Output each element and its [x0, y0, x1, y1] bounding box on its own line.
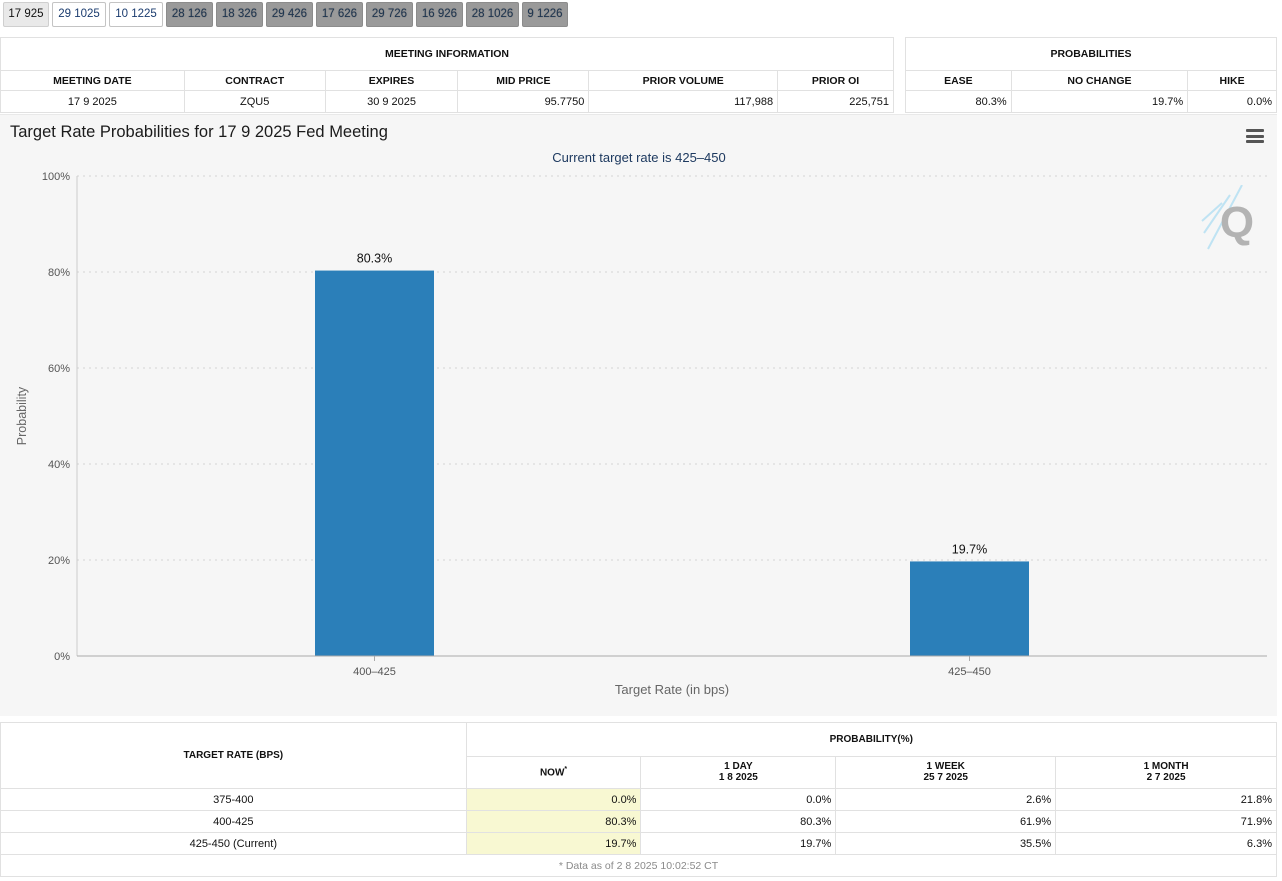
- tab-meeting-date[interactable]: 17 925: [3, 2, 49, 27]
- probability-cell: 0.0%: [640, 788, 837, 811]
- tab-meeting-date[interactable]: 29 726: [366, 2, 413, 27]
- hamburger-menu-icon[interactable]: [1246, 129, 1264, 143]
- table-row: 375-400 0.0% 0.0% 2.6% 21.8%: [0, 788, 1277, 811]
- chart-title: Target Rate Probabilities for 17 9 2025 …: [10, 123, 388, 141]
- meeting-information-title: MEETING INFORMATION: [0, 37, 894, 71]
- now-asterisk: *: [564, 766, 568, 774]
- column-header: EXPIRES: [324, 70, 459, 91]
- col-period: 1 MONTH: [1143, 761, 1189, 773]
- ease-value: 80.3%: [905, 90, 1012, 113]
- column-header: PRIOR VOLUME: [588, 70, 779, 91]
- col-date: 25 7 2025: [923, 772, 968, 784]
- meeting-date-value: 17 9 2025: [0, 90, 185, 113]
- col-period: 1 WEEK: [926, 761, 965, 773]
- probability-cell: 19.7%: [465, 832, 642, 855]
- q-logo-icon: Q: [1201, 185, 1254, 250]
- y-tick-label: 100%: [42, 171, 70, 183]
- tab-meeting-date[interactable]: 18 326: [216, 2, 263, 27]
- meeting-information-table: MEETING INFORMATION MEETING DATE CONTRAC…: [0, 37, 894, 113]
- tab-meeting-date[interactable]: 28 126: [166, 2, 213, 27]
- y-tick-label: 40%: [48, 459, 70, 471]
- col-date: 1 8 2025: [718, 772, 758, 784]
- probability-cell: 80.3%: [465, 810, 642, 833]
- probability-header: PROBABILITY(%): [465, 722, 1278, 757]
- probability-cell: 19.7%: [640, 832, 837, 855]
- probabilities-table: PROBABILITIES EASE NO CHANGE HIKE 80.3% …: [905, 37, 1277, 113]
- chart-grid: [77, 175, 1267, 561]
- chart-plot: Current target rate is 425–450 0% 20% 40% 6…: [15, 150, 1267, 697]
- target-rate-cell: 400-425: [0, 810, 467, 833]
- x-tick-label: 425–450: [948, 666, 991, 678]
- probability-cell: 0.0%: [465, 788, 642, 811]
- col-date: 2 7 2025: [1146, 772, 1186, 784]
- tab-meeting-date[interactable]: 9 1226: [522, 2, 568, 27]
- column-header-now: NOW*: [465, 755, 642, 789]
- bar-data-label: 80.3%: [357, 252, 392, 266]
- probability-cell: 21.8%: [1055, 788, 1277, 811]
- x-tick-label: 400–425: [353, 666, 396, 678]
- column-header: 1 DAY 1 8 2025: [640, 755, 837, 789]
- tab-meeting-date[interactable]: 29 1025: [52, 2, 106, 27]
- tab-meeting-date[interactable]: 29 426: [266, 2, 313, 27]
- target-rate-header: TARGET RATE (BPS): [0, 722, 467, 789]
- tab-meeting-date[interactable]: 17 626: [316, 2, 363, 27]
- table-row: 17 9 2025 ZQU5 30 9 2025 95.7750 117,988…: [0, 90, 894, 113]
- target-rate-chart: Target Rate Probabilities for 17 9 2025 …: [0, 114, 1277, 716]
- contract-value: ZQU5: [183, 90, 326, 113]
- tab-meeting-date[interactable]: 16 926: [416, 2, 463, 27]
- chart-bars: 80.3% 19.7%: [315, 252, 1029, 656]
- column-header: EASE: [905, 70, 1012, 91]
- y-axis-label: Probability: [15, 386, 29, 445]
- probability-cell: 61.9%: [835, 810, 1057, 833]
- table-row: 400-425 80.3% 80.3% 61.9% 71.9%: [0, 810, 1277, 833]
- probability-history-table: TARGET RATE (BPS) PROBABILITY(%) NOW* 1 …: [0, 722, 1278, 877]
- y-tick-label: 0%: [54, 651, 70, 663]
- hike-value: 0.0%: [1187, 90, 1277, 113]
- table-row: 425-450 (Current) 19.7% 19.7% 35.5% 6.3%: [0, 832, 1277, 855]
- y-axis-ticks: 0% 20% 40% 60% 80% 100%: [42, 171, 70, 663]
- prior-volume-value: 117,988: [588, 90, 779, 113]
- target-rate-cell: 375-400: [0, 788, 467, 811]
- probability-cell: 2.6%: [835, 788, 1057, 811]
- svg-text:Q: Q: [1220, 198, 1254, 247]
- probabilities-title: PROBABILITIES: [905, 37, 1277, 71]
- column-header: MID PRICE: [457, 70, 590, 91]
- probability-cell: 71.9%: [1055, 810, 1277, 833]
- y-tick-label: 60%: [48, 363, 70, 375]
- column-header: MEETING DATE: [0, 70, 185, 91]
- bar-data-label: 19.7%: [952, 542, 987, 556]
- column-header: HIKE: [1187, 70, 1277, 91]
- bar: [910, 561, 1029, 656]
- column-header: 1 WEEK 25 7 2025: [835, 755, 1057, 789]
- now-label: NOW: [539, 767, 565, 779]
- prior-oi-value: 225,751: [777, 90, 894, 113]
- bar: [315, 270, 434, 656]
- tab-meeting-date[interactable]: 28 1026: [466, 2, 519, 27]
- target-rate-cell: 425-450 (Current): [0, 832, 467, 855]
- data-timestamp-footnote: * Data as of 2 8 2025 10:02:52 CT: [0, 854, 1277, 877]
- probability-cell: 80.3%: [640, 810, 837, 833]
- y-tick-label: 80%: [48, 267, 70, 279]
- tab-meeting-date[interactable]: 10 1225: [109, 2, 163, 27]
- no-change-value: 19.7%: [1010, 90, 1189, 113]
- expires-value: 30 9 2025: [324, 90, 459, 113]
- column-header: NO CHANGE: [1010, 70, 1189, 91]
- column-header: 1 MONTH 2 7 2025: [1055, 755, 1277, 789]
- mid-price-value: 95.7750: [457, 90, 590, 113]
- x-axis-label: Target Rate (in bps): [615, 682, 729, 697]
- y-tick-label: 20%: [48, 555, 70, 567]
- column-header: PRIOR OI: [777, 70, 894, 91]
- table-row: 80.3% 19.7% 0.0%: [905, 90, 1277, 113]
- chart-subtitle: Current target rate is 425–450: [552, 150, 725, 165]
- col-period: 1 DAY: [724, 761, 753, 773]
- x-axis-ticks: 400–425 425–450: [353, 656, 991, 678]
- column-header: CONTRACT: [183, 70, 326, 91]
- probability-cell: 35.5%: [835, 832, 1057, 855]
- probability-cell: 6.3%: [1055, 832, 1277, 855]
